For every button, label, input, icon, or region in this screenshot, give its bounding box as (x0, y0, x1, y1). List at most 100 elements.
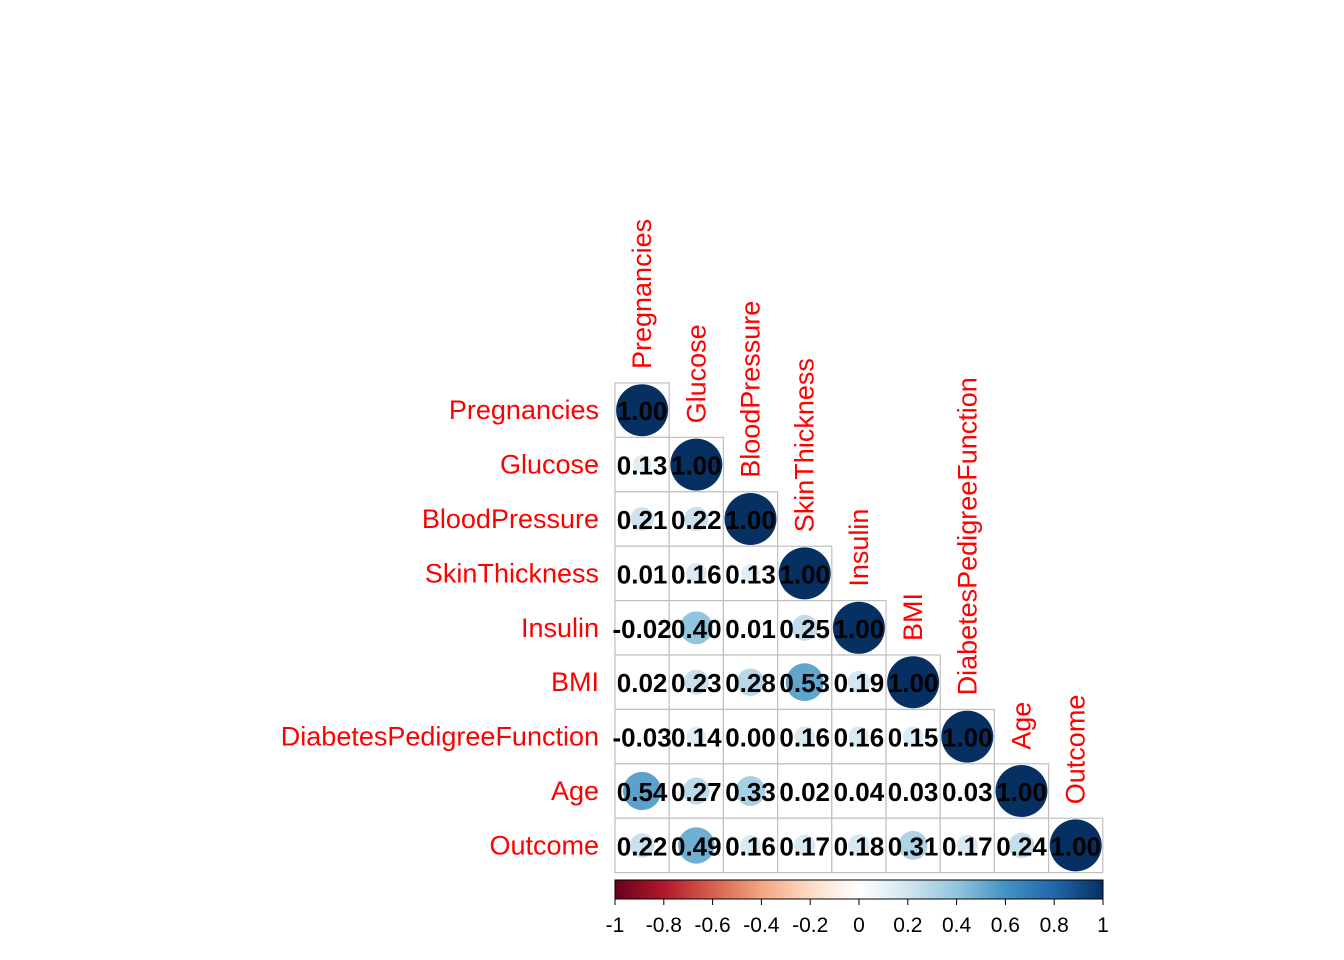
correlation-value: 1.00 (834, 614, 885, 644)
colorbar-tick-label: -0.2 (792, 914, 828, 937)
row-label: Age (551, 776, 599, 806)
correlation-value: 0.25 (779, 614, 830, 644)
correlation-circle (736, 668, 765, 696)
correlation-value: 1.00 (888, 668, 939, 698)
correlation-value: 0.02 (779, 777, 830, 807)
correlation-circle (678, 827, 715, 864)
row-label: BloodPressure (422, 504, 599, 534)
correlation-circle (630, 507, 655, 531)
row-label: Insulin (521, 613, 599, 643)
grid-cell (776, 599, 833, 656)
correlation-value: 0.17 (779, 831, 830, 861)
correlation-value: 1.00 (996, 777, 1047, 807)
grid-cell (614, 708, 670, 765)
correlation-circle (682, 777, 710, 805)
row-label: Outcome (489, 830, 599, 860)
correlation-value: 0.22 (617, 831, 668, 861)
correlation-value: 0.33 (725, 777, 776, 807)
correlation-circle (791, 614, 818, 641)
correlation-circle (679, 611, 713, 645)
correlation-circle (616, 384, 669, 437)
correlation-value: 0.49 (671, 831, 722, 861)
correlation-circle (747, 625, 754, 631)
correlation-value: 0.14 (671, 723, 722, 753)
correlation-circle (638, 678, 646, 686)
correlation-circle (847, 834, 870, 857)
colorbar-tick-label: 0.8 (1040, 914, 1069, 937)
correlation-circle (903, 726, 924, 747)
colorbar-tick-label: -0.6 (695, 914, 731, 937)
correlation-circle (793, 834, 816, 857)
correlation-circle (785, 663, 824, 702)
correlation-value: 0.23 (671, 668, 722, 698)
column-label: DiabetesPedigreeFunction (952, 377, 982, 695)
correlation-value: -0.03 (612, 723, 671, 753)
correlation-circle (684, 506, 709, 532)
colorbar-tick-label: 0.4 (942, 914, 972, 937)
row-label: Glucose (500, 450, 599, 480)
column-label: BMI (898, 593, 928, 641)
correlation-value: -0.02 (612, 614, 671, 644)
correlation-circles (616, 384, 1102, 872)
correlation-circle (637, 732, 647, 742)
correlation-circle (629, 833, 655, 858)
correlation-value: 1.00 (725, 505, 776, 535)
correlation-value: 0.02 (617, 668, 668, 698)
column-label: Insulin (844, 509, 874, 587)
correlation-value: 0.04 (834, 777, 885, 807)
colorbar-tick-label: 0 (853, 914, 865, 937)
correlation-value: 1.00 (1050, 831, 1101, 861)
correlation-value: 0.16 (725, 831, 776, 861)
correlation-value: 0.01 (725, 614, 776, 644)
correlation-circle (683, 669, 709, 695)
correlation-circle (962, 786, 972, 796)
correlation-value: 0.16 (779, 723, 830, 753)
correlation-circle (639, 570, 645, 577)
correlation-value: 0.54 (617, 777, 668, 807)
correlation-value: 0.00 (725, 723, 776, 753)
correlation-value: 0.03 (942, 777, 993, 807)
row-labels: Pregnancies Glucose BloodPressure SkinThick… (281, 395, 599, 860)
correlation-circle (794, 726, 816, 747)
grid-cell (831, 817, 887, 874)
correlation-value: 0.13 (617, 451, 668, 481)
column-label: BloodPressure (736, 301, 766, 478)
correlation-value: 0.53 (779, 668, 830, 698)
correlation-value: 0.15 (888, 723, 939, 753)
column-label: Outcome (1061, 695, 1091, 805)
correlation-value: 0.18 (834, 831, 885, 861)
correlation-value: 1.00 (779, 559, 830, 589)
colorbar-tick-label: 0.6 (991, 914, 1020, 937)
correlation-circle (638, 624, 646, 632)
column-label: Glucose (681, 324, 711, 423)
correlation-value: 1.00 (942, 723, 993, 753)
correlation-circle (686, 726, 707, 747)
correlation-value: 0.03 (888, 777, 939, 807)
correlation-circle (778, 547, 831, 600)
row-label: DiabetesPedigreeFunction (281, 722, 599, 752)
correlation-value: 0.01 (617, 559, 668, 589)
colorbar-tick-label: -1 (606, 914, 625, 937)
correlation-circle (801, 787, 809, 795)
correlation-circle (1008, 832, 1035, 859)
correlation-value: 0.16 (834, 723, 885, 753)
correlation-circle (1049, 819, 1102, 872)
correlation-circle (941, 710, 994, 763)
correlation-values: 1.000.13 1.000.21 0.22 1.000.01 0.16 0.13 1.00… (612, 396, 1101, 861)
column-label: SkinThickness (790, 358, 820, 532)
correlation-circle (908, 786, 918, 796)
correlation-circle (724, 493, 777, 545)
correlation-value: 0.19 (834, 668, 885, 698)
correlation-circle (685, 563, 707, 584)
colorbar-tick-label: 1 (1097, 914, 1109, 937)
correlation-value: 0.31 (888, 831, 939, 861)
colorbar-tick-label: 0.2 (893, 914, 922, 937)
correlation-value: 0.21 (617, 505, 668, 535)
correlation-value: 0.27 (671, 777, 722, 807)
correlation-circle (670, 438, 723, 491)
column-label: Age (1007, 702, 1037, 750)
correlation-value: 1.00 (671, 451, 722, 481)
correlation-value: 0.22 (671, 505, 722, 535)
correlation-circle (741, 564, 760, 583)
